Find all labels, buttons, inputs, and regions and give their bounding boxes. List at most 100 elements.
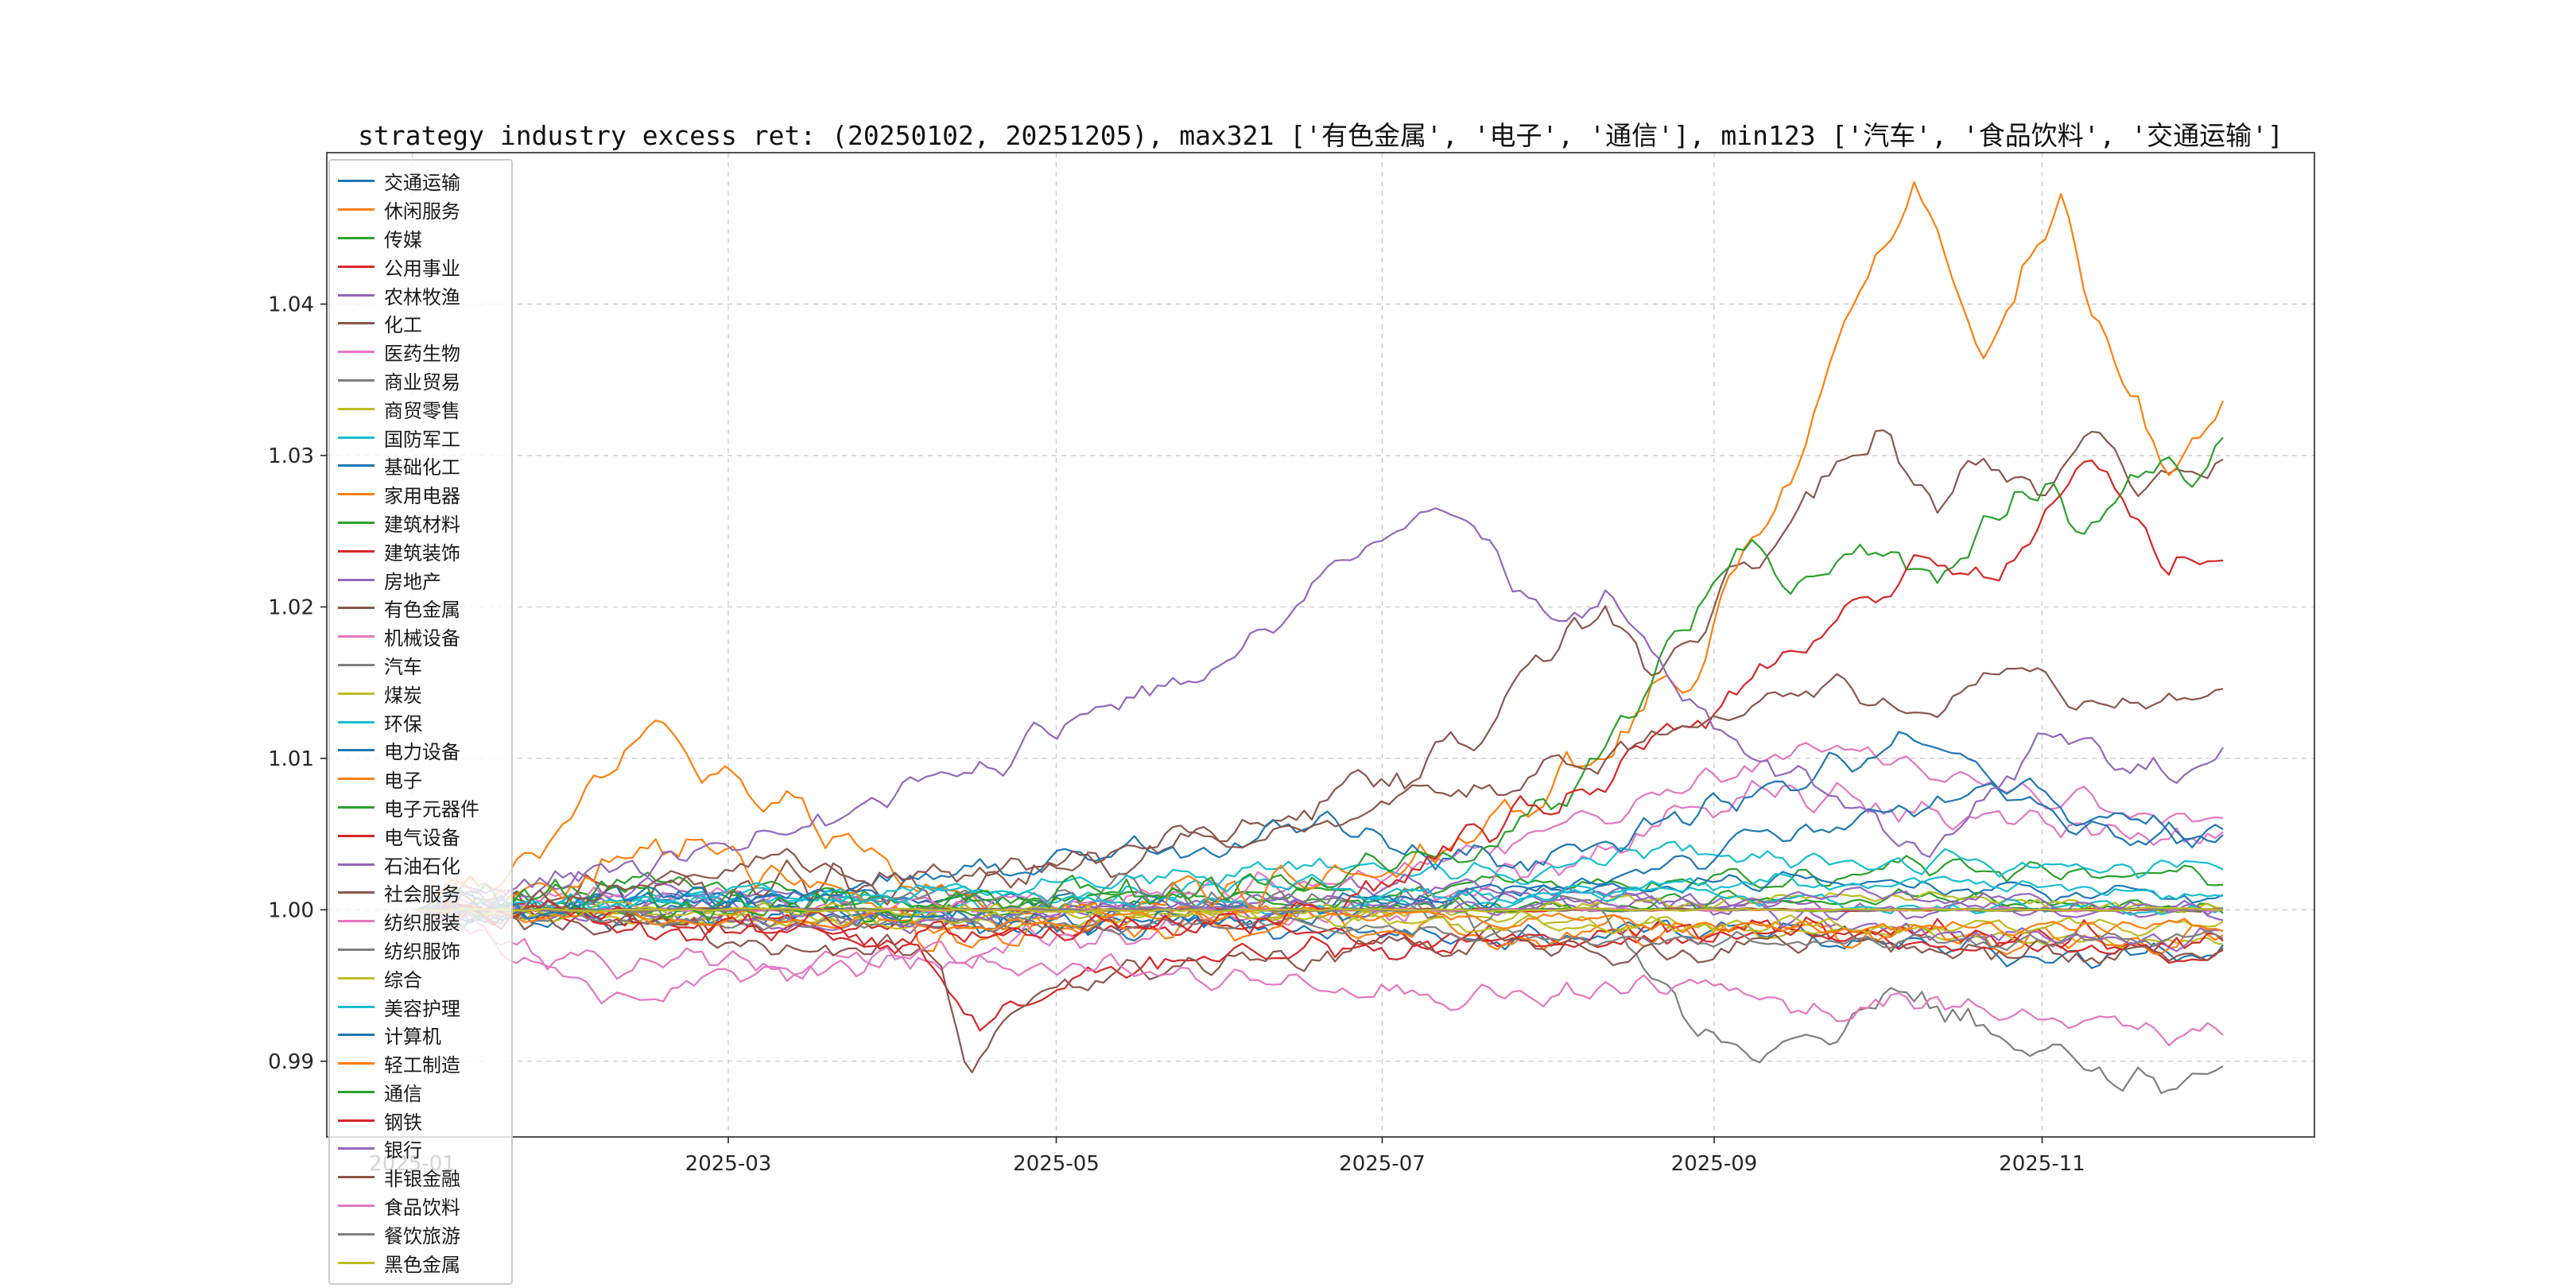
legend-swatch-line — [338, 1176, 374, 1179]
legend-swatch-line — [338, 976, 374, 980]
legend-item: 计算机 — [338, 1021, 503, 1049]
legend-item: 综合 — [338, 964, 503, 992]
legend-label: 汽车 — [384, 655, 422, 678]
legend-item: 非银金融 — [338, 1163, 503, 1192]
legend-label: 休闲服务 — [384, 200, 460, 223]
series-line — [416, 906, 2224, 1073]
legend-label: 化工 — [384, 314, 422, 337]
series-line — [416, 855, 2224, 918]
legend-swatch-line — [338, 1205, 374, 1208]
legend-item: 电气设备 — [338, 821, 503, 850]
legend-label: 钢铁 — [384, 1111, 422, 1134]
legend-swatch-line — [338, 891, 374, 894]
legend-label: 商业贸易 — [384, 370, 460, 394]
legend-label: 医药生物 — [384, 343, 460, 366]
legend-label: 美容护理 — [384, 997, 460, 1020]
legend-swatch-line — [338, 180, 374, 183]
legend-label: 煤炭 — [384, 684, 422, 707]
legend-swatch-line — [338, 1062, 374, 1065]
legend-item: 医药生物 — [338, 338, 503, 367]
legend-swatch-line — [338, 464, 374, 467]
legend-item: 通信 — [338, 1078, 503, 1107]
legend-item: 商贸零售 — [338, 394, 503, 423]
legend-swatch-line — [338, 1119, 374, 1122]
legend-item: 建筑装饰 — [338, 537, 503, 565]
legend-swatch-line — [338, 805, 374, 809]
chart-title: strategy industry excess ret: (20250102,… — [358, 120, 2283, 151]
y-tick-label: 1.01 — [268, 747, 314, 771]
legend-label: 社会服务 — [384, 883, 460, 906]
legend-label: 机械设备 — [384, 627, 460, 650]
legend-item: 轻工制造 — [338, 1049, 503, 1078]
legend-label: 食品饮料 — [384, 1197, 460, 1220]
series-line — [416, 459, 2224, 955]
legend-item: 家用电器 — [338, 480, 503, 509]
series-line — [416, 906, 2224, 914]
axes-border — [326, 152, 2315, 1138]
legend-swatch-line — [338, 778, 374, 781]
legend-label: 环保 — [384, 712, 422, 735]
y-tick-label: 0.99 — [268, 1050, 314, 1074]
legend-item: 农林牧渔 — [338, 281, 503, 309]
legend-item: 银行 — [338, 1135, 503, 1163]
legend-label: 基础化工 — [384, 456, 460, 479]
legend-item: 社会服务 — [338, 879, 503, 907]
legend-swatch-line — [338, 635, 374, 638]
series-line — [416, 909, 2224, 1047]
legend-item: 餐饮旅游 — [338, 1220, 503, 1248]
legend-label: 轻工制造 — [384, 1054, 460, 1077]
x-tick-label: 2025-05 — [1013, 1152, 1100, 1176]
legend-item: 交通运输 — [338, 167, 503, 196]
legend-item: 房地产 — [338, 565, 503, 594]
legend-swatch-line — [338, 1005, 374, 1008]
series-line — [416, 436, 2224, 924]
legend-label: 电子元器件 — [384, 797, 479, 821]
legend-item: 食品饮料 — [338, 1192, 503, 1220]
legend-item: 纺织服饰 — [338, 936, 503, 964]
series-line — [416, 872, 2224, 1095]
legend-item: 化工 — [338, 309, 503, 338]
legend-label: 纺织服饰 — [384, 940, 460, 963]
legend-item: 有色金属 — [338, 594, 503, 623]
legend-item: 汽车 — [338, 651, 503, 680]
legend-swatch-line — [338, 351, 374, 354]
legend-label: 非银金融 — [384, 1168, 460, 1191]
legend-label: 电力设备 — [384, 741, 460, 764]
legend-item: 电力设备 — [338, 736, 503, 765]
legend-swatch-line — [338, 863, 374, 866]
legend-label: 黑色金属 — [384, 1253, 460, 1276]
x-tick-label: 2025-09 — [1671, 1152, 1758, 1176]
series-line — [416, 429, 2224, 924]
legend-item: 建筑材料 — [338, 509, 503, 537]
legend-item: 休闲服务 — [338, 196, 503, 224]
legend-item: 美容护理 — [338, 992, 503, 1021]
legend-label: 通信 — [384, 1082, 422, 1105]
legend-label: 传媒 — [384, 228, 422, 251]
legend-item: 机械设备 — [338, 623, 503, 651]
y-tick-label: 1.03 — [268, 444, 314, 468]
legend-item: 纺织服装 — [338, 907, 503, 936]
series-line — [416, 507, 2224, 912]
legend-swatch-line — [338, 293, 374, 297]
legend-label: 银行 — [384, 1139, 422, 1162]
legend-item: 煤炭 — [338, 679, 503, 708]
legend-swatch-line — [338, 948, 374, 951]
legend-item: 石油石化 — [338, 850, 503, 879]
legend-swatch-line — [338, 607, 374, 610]
legend-label: 电气设备 — [384, 826, 460, 849]
legend-label: 农林牧渔 — [384, 285, 460, 308]
x-tick-label: 2025-07 — [1339, 1152, 1426, 1176]
y-tick-label: 1.04 — [268, 293, 314, 316]
legend-swatch-line — [338, 436, 374, 439]
legend-label: 餐饮旅游 — [384, 1224, 460, 1247]
legend-item: 黑色金属 — [338, 1248, 503, 1277]
legend-label: 电子 — [384, 770, 422, 793]
legend-label: 公用事业 — [384, 257, 460, 280]
legend-item: 环保 — [338, 708, 503, 736]
legend-label: 建筑装饰 — [384, 541, 460, 564]
legend-swatch-line — [338, 1261, 374, 1264]
series-line — [416, 667, 2224, 920]
legend-swatch-line — [338, 1034, 374, 1037]
x-tick-label: 2025-11 — [1999, 1152, 2085, 1176]
